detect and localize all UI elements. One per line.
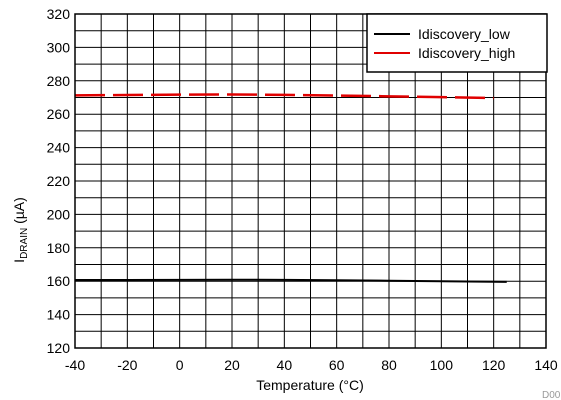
x-tick-label: 40	[277, 357, 293, 373]
x-tick-label: 20	[224, 357, 240, 373]
x-tick-labels: -40 -20 0 20 40 60 80 100 120 140	[65, 357, 558, 373]
x-tick-label: -20	[117, 357, 137, 373]
x-tick-label: -40	[65, 357, 85, 373]
y-axis-title-subscript: DRAIN	[19, 228, 30, 259]
y-tick-label: 260	[47, 106, 71, 122]
x-tick-label: 60	[329, 357, 345, 373]
y-tick-label: 240	[47, 140, 71, 156]
y-tick-label: 120	[47, 340, 71, 356]
y-tick-label: 220	[47, 173, 71, 189]
y-tick-label: 140	[47, 307, 71, 323]
plot-border	[74, 13, 547, 349]
y-tick-label: 180	[47, 240, 71, 256]
y-axis-title-main: I	[11, 259, 27, 263]
legend-label-idiscovery-high: Idiscovery_high	[418, 45, 515, 61]
x-axis-title: Temperature (°C)	[256, 377, 364, 393]
x-tick-label: 140	[534, 357, 558, 373]
x-tick-label: 80	[381, 357, 397, 373]
figure-id-footnote: D00	[542, 390, 561, 400]
y-tick-label: 320	[47, 6, 71, 22]
y-tick-label: 280	[47, 73, 71, 89]
y-axis-title-unit: (µA)	[11, 197, 27, 228]
series-line-idiscovery-low	[75, 278, 507, 283]
legend-box	[366, 13, 548, 73]
y-axis-title: IDRAIN (µA)	[11, 197, 30, 263]
y-tick-label: 300	[47, 39, 71, 55]
y-tick-label: 160	[47, 273, 71, 289]
legend-label-idiscovery-low: Idiscovery_low	[418, 26, 511, 42]
legend: Idiscovery_low Idiscovery_high	[366, 13, 548, 73]
series-line-idiscovery-high	[74, 93, 494, 100]
x-tick-label: 100	[430, 357, 454, 373]
series-layer	[74, 93, 507, 283]
x-tick-label: 120	[482, 357, 506, 373]
x-tick-label: 0	[176, 357, 184, 373]
y-tick-label: 200	[47, 206, 71, 222]
y-tick-labels: 120 140 160 180 200 220 240 260 280 300 320	[47, 6, 71, 356]
